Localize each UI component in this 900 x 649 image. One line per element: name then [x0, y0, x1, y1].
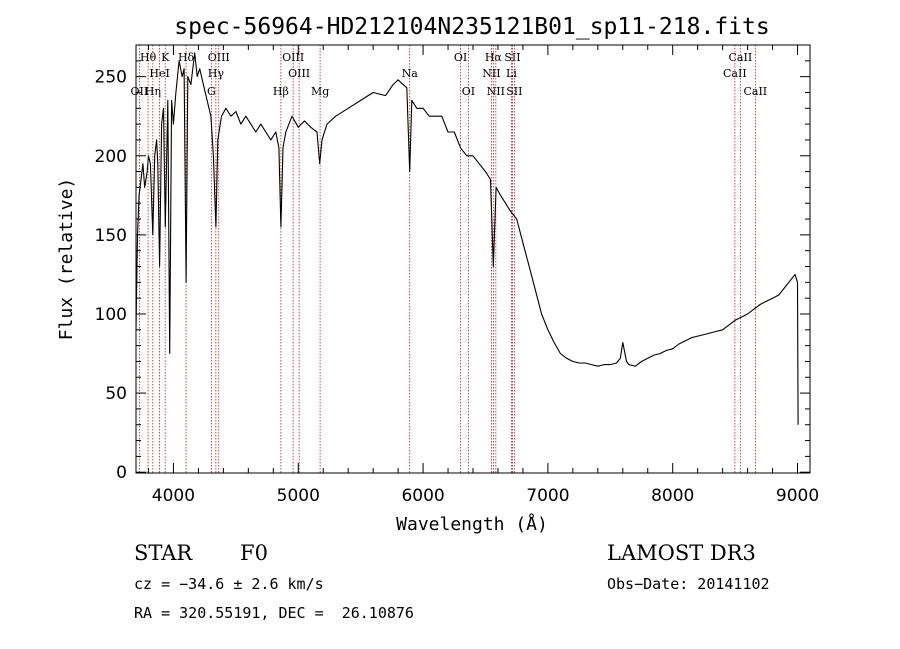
- line-label-2: HeI: [149, 67, 169, 80]
- line-label-5: Hδ: [178, 51, 195, 64]
- x-tick-label: 9000: [776, 486, 819, 506]
- line-label-7: Hγ: [208, 67, 225, 80]
- plot-frame: [135, 44, 811, 474]
- y-tick-label: 100: [95, 305, 127, 325]
- obs-date: Obs−Date: 20141102: [607, 575, 770, 593]
- x-tick-label: 7000: [526, 486, 569, 506]
- survey-name: LAMOST DR3: [607, 541, 756, 565]
- x-axis-label: Wavelength (Å): [396, 513, 548, 535]
- line-label-21: Li: [506, 67, 517, 80]
- x-tick-label: 6000: [401, 486, 444, 506]
- chart-title: spec-56964-HD212104N235121B01_sp11-218.f…: [174, 14, 769, 40]
- x-tick-label: 5000: [277, 486, 320, 506]
- line-label-23: CaII: [723, 67, 747, 80]
- line-label-22: CaII: [729, 51, 753, 64]
- y-tick-label: 250: [95, 68, 127, 88]
- line-label-8: G: [207, 85, 216, 98]
- y-tick-label: 200: [95, 147, 127, 167]
- line-label-10: OIII: [288, 67, 310, 80]
- line-label-4: Hη: [145, 85, 161, 98]
- line-label-14: OI: [454, 51, 467, 64]
- spectrum-line: [135, 52, 799, 425]
- y-tick-label: 50: [105, 384, 127, 404]
- x-tick-label: 4000: [152, 486, 195, 506]
- y-axis-label: Flux (relative): [56, 178, 77, 341]
- line-label-3: K: [161, 51, 170, 64]
- line-label-19: SII: [504, 51, 520, 64]
- line-label-24: CaII: [743, 85, 767, 98]
- y-tick-label: 150: [95, 226, 127, 246]
- line-label-1: OII: [131, 85, 149, 98]
- line-label-11: Hβ: [273, 85, 289, 98]
- axis-ticks: 4000 5000 6000 7000 8000 9000 0 50 100 150 200 250: [95, 45, 819, 506]
- line-label-18: NII: [487, 85, 505, 98]
- x-tick-label: 8000: [651, 486, 694, 506]
- line-label-9: OIII: [282, 51, 304, 64]
- subclass: F0: [240, 541, 268, 565]
- line-label-16: Hα: [485, 51, 503, 64]
- coordinates: RA = 320.55191, DEC = 26.10876: [134, 604, 414, 622]
- line-label-0: Hθ: [140, 51, 157, 64]
- y-tick-label: 0: [116, 463, 127, 483]
- line-label-15: OI: [462, 85, 475, 98]
- redshift-cz: cz = −34.6 ± 2.6 km/s: [134, 575, 324, 593]
- object-class: STAR: [134, 541, 193, 565]
- line-label-20: SII: [506, 85, 522, 98]
- line-label-6: OIII: [208, 51, 230, 64]
- line-label-13: Na: [402, 67, 419, 80]
- line-label-17: NII: [482, 67, 500, 80]
- line-label-12: Mg: [311, 85, 329, 98]
